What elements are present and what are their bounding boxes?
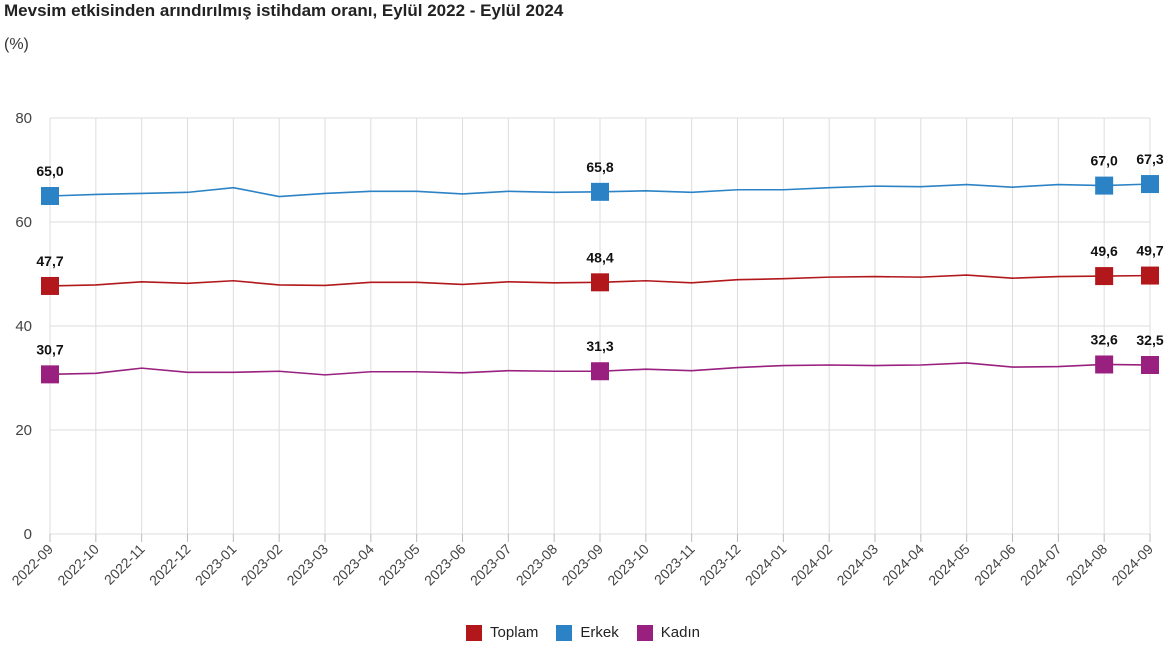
legend-swatch (556, 624, 573, 641)
data-label-kad-n: 31,3 (586, 338, 613, 354)
x-tick-label: 2023-06 (421, 541, 469, 589)
x-tick-label: 2022-11 (101, 541, 148, 588)
data-point-kad-n (41, 365, 59, 384)
legend-label: Toplam (490, 624, 539, 641)
data-label-toplam: 49,7 (1136, 243, 1163, 259)
x-tick-label: 2023-11 (651, 541, 698, 588)
x-tick-label: 2022-12 (146, 541, 194, 589)
y-tick-label: 20 (15, 422, 32, 439)
chart-legend: Toplam Erkek Kadın (0, 624, 1166, 641)
legend-item-toplam[interactable]: Toplam (466, 624, 538, 641)
x-tick-label: 2023-05 (375, 541, 423, 589)
data-point-toplam (41, 276, 59, 295)
y-tick-label: 80 (15, 110, 32, 127)
data-point-kad-n (1095, 355, 1114, 374)
x-tick-label: 2023-08 (513, 541, 561, 589)
data-point-toplam (591, 273, 609, 292)
y-tick-label: 40 (15, 318, 32, 335)
x-tick-label: 2023-09 (558, 541, 606, 589)
x-tick-label: 2023-10 (604, 541, 652, 589)
data-label-kad-n: 32,5 (1136, 332, 1163, 348)
data-point-toplam (1141, 266, 1159, 285)
chart-title: Mevsim etkisinden arındırılmış istihdam … (4, 1, 564, 20)
x-tick-label: 2023-07 (467, 541, 515, 589)
chart-unit: (%) (4, 36, 29, 53)
data-label-toplam: 47,7 (36, 253, 63, 269)
data-label-toplam: 48,4 (586, 249, 613, 265)
x-tick-label: 2023-12 (696, 541, 744, 589)
x-tick-label: 2024-01 (742, 541, 790, 589)
data-point-erkek (591, 182, 609, 201)
x-tick-label: 2024-05 (925, 541, 973, 589)
x-tick-label: 2024-02 (788, 541, 836, 589)
line-chart: 0204060802022-092022-102022-112022-12202… (8, 110, 1163, 589)
x-tick-label: 2023-04 (329, 541, 377, 589)
x-tick-label: 2024-04 (879, 541, 927, 589)
data-point-toplam (1095, 267, 1114, 286)
x-tick-label: 2024-07 (1017, 541, 1065, 589)
data-label-kad-n: 30,7 (36, 341, 63, 357)
data-label-erkek: 65,0 (36, 163, 63, 179)
data-label-toplam: 49,6 (1091, 243, 1118, 259)
x-tick-label: 2022-09 (8, 541, 56, 589)
data-label-kad-n: 32,6 (1091, 331, 1118, 347)
legend-item-erkek[interactable]: Erkek (556, 624, 619, 641)
data-point-erkek (1141, 175, 1159, 194)
x-tick-label: 2024-08 (1063, 541, 1111, 589)
data-label-erkek: 65,8 (586, 159, 613, 175)
x-tick-label: 2024-06 (971, 541, 1019, 589)
legend-label: Erkek (580, 624, 619, 641)
x-tick-label: 2024-03 (833, 541, 881, 589)
x-tick-label: 2023-02 (238, 541, 286, 589)
x-tick-label: 2023-03 (283, 541, 331, 589)
data-point-erkek (41, 187, 59, 205)
legend-label: Kadın (660, 624, 700, 641)
legend-swatch (636, 624, 653, 641)
data-point-erkek (1095, 176, 1114, 195)
x-tick-label: 2022-10 (54, 541, 102, 589)
x-tick-label: 2024-09 (1108, 541, 1156, 589)
data-label-erkek: 67,3 (1136, 151, 1163, 167)
x-tick-label: 2023-01 (192, 541, 240, 589)
legend-swatch (466, 624, 483, 641)
data-point-kad-n (1141, 356, 1159, 374)
y-tick-label: 60 (15, 214, 32, 231)
legend-item-kad-n[interactable]: Kadın (636, 624, 700, 641)
y-tick-label: 0 (24, 526, 32, 543)
data-point-kad-n (591, 362, 609, 381)
data-label-erkek: 67,0 (1091, 153, 1118, 169)
